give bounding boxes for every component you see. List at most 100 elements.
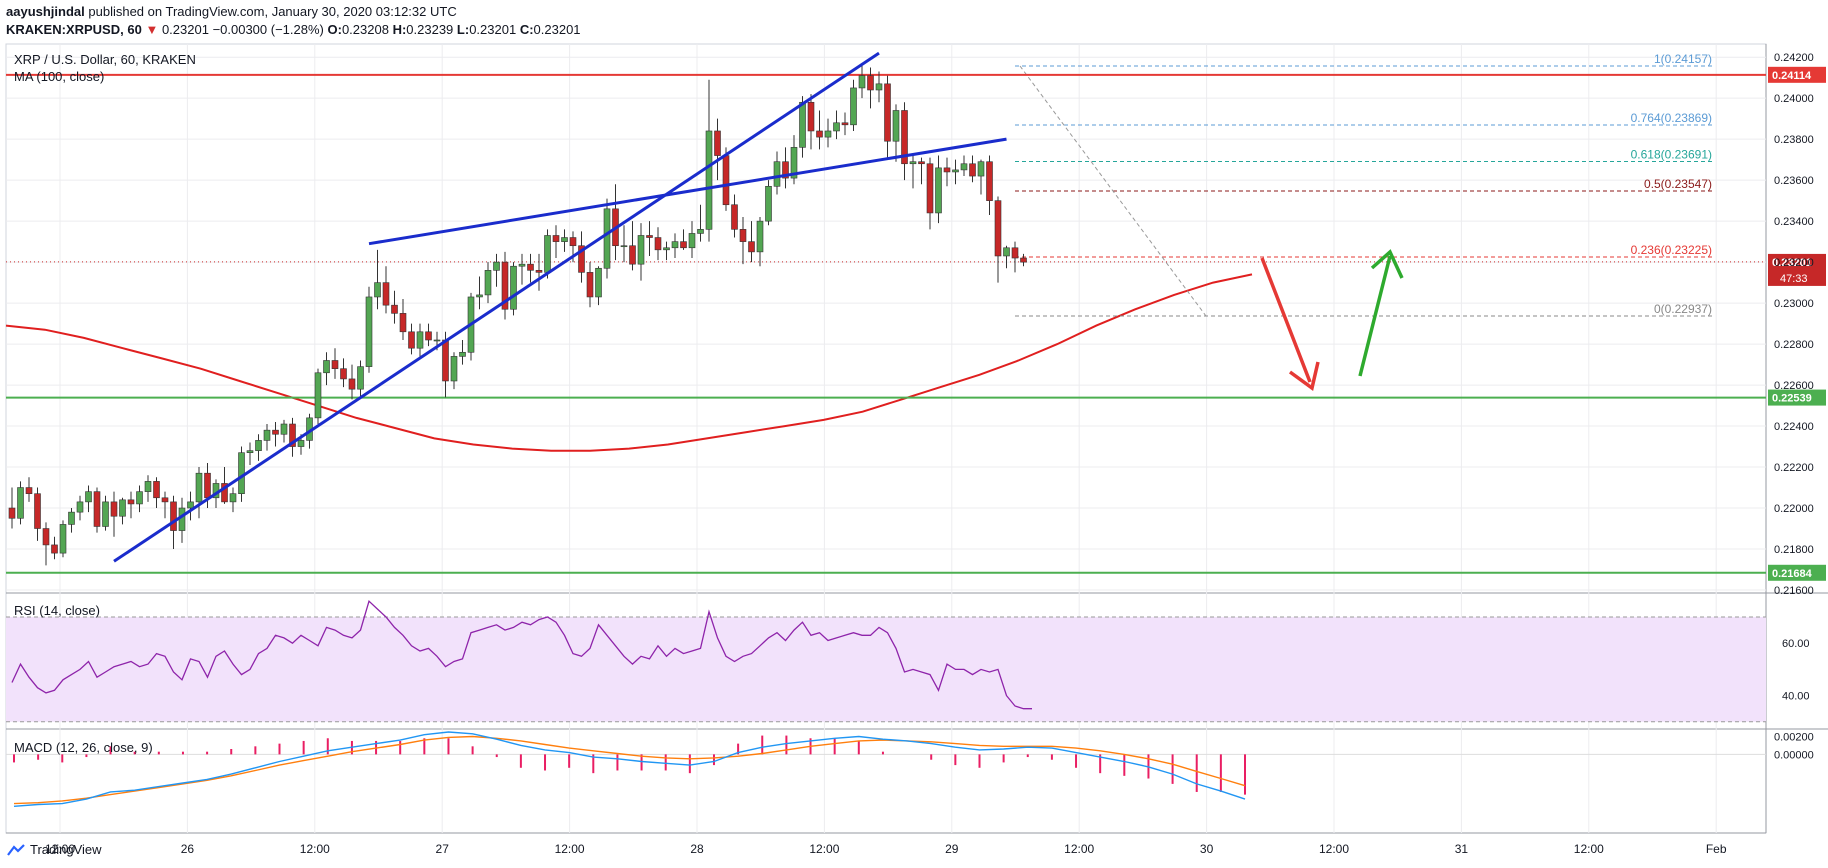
candle — [960, 155, 968, 177]
candle — [195, 467, 203, 519]
candle-body — [586, 272, 594, 298]
time-tick-label: 12:00 — [1064, 842, 1094, 856]
published-text: published on TradingView.com, January 30… — [88, 4, 457, 19]
candle-body — [858, 75, 866, 89]
candle-body — [790, 147, 798, 179]
candle — [901, 102, 908, 181]
down-arrow-shaft — [1260, 257, 1312, 383]
publisher-name[interactable]: aayushjindal — [6, 4, 85, 19]
low-label: L: — [456, 22, 470, 37]
candle-body — [416, 331, 424, 349]
candle-body — [331, 360, 339, 369]
candle-body — [986, 161, 993, 201]
candle-body — [348, 378, 356, 390]
tradingview-logo-icon — [7, 843, 25, 856]
last-price: 0.23201 — [161, 22, 209, 37]
candle — [357, 360, 364, 398]
candle-body — [773, 161, 781, 187]
candle-body — [450, 356, 458, 382]
level-price-label: 0.21684 — [1772, 568, 1813, 580]
candle-body — [841, 122, 849, 126]
rsi-tick-label: 60.00 — [1782, 638, 1810, 650]
candle — [765, 180, 772, 226]
candle — [892, 104, 900, 162]
price-tick-label: 0.22400 — [1774, 421, 1814, 433]
candle — [34, 487, 41, 541]
candle-body — [8, 507, 16, 519]
candle — [773, 151, 781, 195]
up-arrow-head-icon — [1370, 249, 1404, 279]
candle-body — [17, 487, 24, 519]
candle-body — [918, 161, 925, 165]
price-tick-label: 0.24200 — [1774, 52, 1814, 64]
candle — [748, 221, 755, 263]
time-tick-label: 30 — [1200, 842, 1214, 856]
level-price-badge — [1768, 66, 1826, 83]
candle — [663, 241, 670, 261]
candle-body — [960, 163, 968, 171]
candle — [527, 253, 534, 283]
candle-body — [93, 491, 101, 527]
candle-body — [748, 241, 755, 253]
macd-tick-label: 0.00000 — [1774, 749, 1814, 761]
candle — [816, 110, 823, 150]
candle-body — [289, 423, 296, 447]
candle-body — [425, 331, 432, 341]
candle-body — [884, 83, 891, 142]
candle — [586, 262, 594, 308]
rsi-line — [11, 600, 1032, 710]
candle-body — [153, 481, 160, 499]
macd-title: MACD (12, 26, close, 9) — [14, 740, 153, 755]
candle-body — [892, 110, 900, 142]
candle — [178, 497, 186, 543]
candle — [51, 536, 58, 560]
candle-body — [518, 263, 526, 267]
candle-body — [816, 130, 823, 138]
candle-body — [501, 261, 509, 310]
candle-body — [238, 452, 245, 494]
candle — [850, 79, 857, 131]
price-tick-label: 0.22200 — [1774, 462, 1814, 474]
candle — [263, 424, 271, 451]
level-price-label: 0.22539 — [1772, 393, 1812, 405]
candle-body — [484, 270, 492, 296]
candle-body — [433, 339, 441, 342]
candle-body — [272, 429, 279, 435]
rsi-tick-label: 40.00 — [1782, 691, 1810, 703]
candle — [867, 67, 874, 109]
candle — [646, 221, 653, 256]
candle-body — [663, 247, 670, 251]
down-arrow-head-icon — [1288, 361, 1320, 391]
candle — [705, 79, 713, 242]
candle — [918, 157, 925, 185]
candle — [229, 487, 237, 513]
candle-body — [374, 282, 381, 298]
candle-body — [280, 423, 288, 435]
candle — [595, 266, 602, 306]
candle-body — [926, 163, 934, 214]
candle-body — [59, 524, 67, 554]
candle-body — [110, 501, 118, 517]
publish-info: aayushjindal published on TradingView.co… — [6, 4, 457, 19]
macd-signal-line — [13, 735, 1246, 805]
candle-body — [697, 229, 704, 234]
footer: TradingView — [6, 842, 102, 857]
price-tick-label: 0.21600 — [1774, 585, 1814, 597]
candle — [450, 352, 458, 390]
candle — [841, 112, 849, 136]
candle-body — [680, 241, 687, 249]
macd-tick-label: 0.00200 — [1774, 731, 1814, 743]
candle — [875, 71, 883, 103]
candle-body — [42, 528, 50, 546]
time-tick-label: 28 — [690, 842, 704, 856]
candle — [518, 253, 526, 285]
candle — [994, 196, 1002, 283]
candle-body — [382, 282, 390, 306]
candle-body — [671, 241, 679, 249]
candle — [535, 253, 543, 291]
candle-body — [263, 429, 271, 441]
candle — [365, 286, 373, 373]
candle — [637, 223, 645, 281]
candle — [620, 225, 628, 263]
